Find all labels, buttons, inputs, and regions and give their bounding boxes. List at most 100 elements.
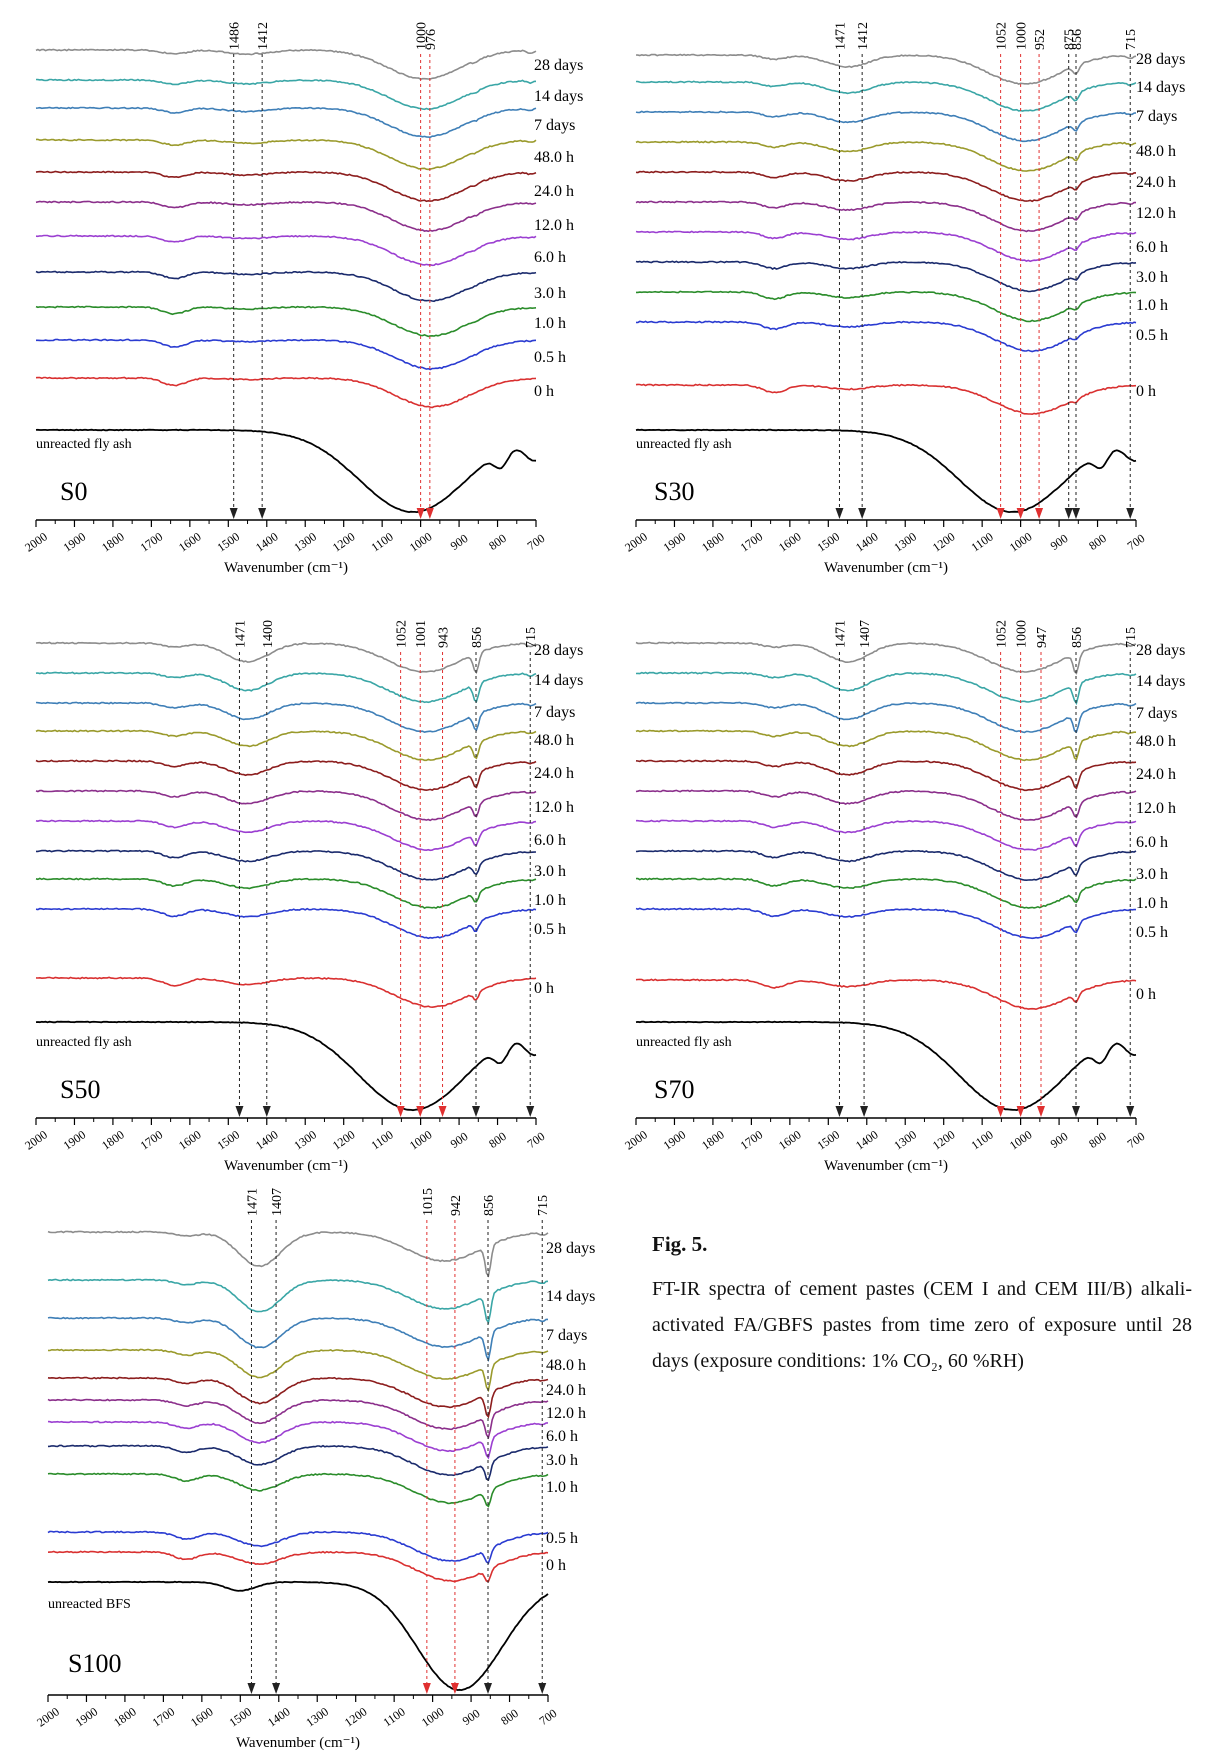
x-tick-label: 2000 xyxy=(34,1704,62,1729)
marker-arrow xyxy=(472,1106,480,1117)
reference-label: unreacted fly ash xyxy=(36,437,132,452)
series-label: 3.0 h xyxy=(534,863,566,880)
series-label: 0.5 h xyxy=(1136,924,1168,941)
x-tick-label: 1400 xyxy=(253,1127,281,1152)
series-line-12-0-h xyxy=(35,789,537,822)
marker-label: 715 xyxy=(524,627,539,648)
series-label: 6.0 h xyxy=(534,832,566,849)
reference-line xyxy=(35,428,537,514)
x-tick-label: 1100 xyxy=(368,530,395,555)
series-line-12-0-h xyxy=(35,200,537,233)
series-line-14-days xyxy=(35,78,537,111)
x-tick-label: 1200 xyxy=(330,529,358,554)
marker-label: 1486 xyxy=(228,22,243,50)
x-tick-label: 1200 xyxy=(930,529,958,554)
series-line-28-days xyxy=(635,641,1137,675)
series-line-28-days xyxy=(47,1230,549,1278)
reference-line xyxy=(635,1020,1137,1112)
series-line-7-days xyxy=(35,701,537,734)
series-line-24-0-h xyxy=(47,1376,549,1419)
series-line-6-0-h xyxy=(635,230,1137,263)
x-tick-label: 900 xyxy=(448,531,471,553)
series-line-14-days xyxy=(35,671,537,704)
marker-arrow xyxy=(860,1106,869,1117)
marker-label: 1471 xyxy=(833,22,848,50)
marker-label: 875 xyxy=(1063,29,1078,50)
series-label: 24.0 h xyxy=(546,1382,586,1399)
series-label: 0.5 h xyxy=(1136,327,1168,344)
x-tick-label: 1100 xyxy=(968,530,995,555)
series-label: 24.0 h xyxy=(534,183,574,200)
series-line-28-days xyxy=(35,48,537,81)
series-line-7-days xyxy=(635,701,1137,734)
marker-label: 1015 xyxy=(421,1188,436,1216)
series-label: 3.0 h xyxy=(546,1452,578,1469)
x-tick-label: 1400 xyxy=(853,529,881,554)
x-tick-label: 700 xyxy=(1125,1129,1148,1151)
x-tick-label: 1300 xyxy=(891,1127,919,1152)
series-line-0-h xyxy=(35,976,537,1009)
x-tick-label: 1500 xyxy=(814,1127,842,1152)
marker-arrow xyxy=(858,508,867,519)
series-line-6-0-h xyxy=(636,819,1137,851)
marker-arrow xyxy=(262,1106,271,1117)
reference-label: unreacted fly ash xyxy=(636,437,732,452)
series-label: 1.0 h xyxy=(1136,895,1168,912)
series-label: 48.0 h xyxy=(546,1357,586,1374)
series-line-7-days xyxy=(47,1316,548,1363)
series-label: 14 days xyxy=(534,672,583,689)
series-line-0-h xyxy=(635,383,1137,416)
chart-panel-s70: 2000 1900 1800 1700 1600 1500 1400 1300 1200 1100… xyxy=(622,620,1185,1174)
panel-label: S30 xyxy=(654,477,694,506)
reference-label: unreacted fly ash xyxy=(36,1035,132,1050)
marker-arrow xyxy=(1072,508,1080,519)
marker-arrow xyxy=(258,508,267,519)
x-tick-label: 1000 xyxy=(407,529,435,554)
series-label: 12.0 h xyxy=(534,217,574,234)
x-tick-label: 1300 xyxy=(291,529,319,554)
series-line-3-0-h xyxy=(36,849,537,881)
series-line-1-0-h xyxy=(35,305,537,338)
series-label: 24.0 h xyxy=(1136,174,1176,191)
series-label: 0.5 h xyxy=(546,1530,578,1547)
marker-arrow xyxy=(996,1106,1005,1117)
x-tick-label: 1800 xyxy=(99,529,127,554)
series-line-12-0-h xyxy=(635,789,1137,821)
series-label: 14 days xyxy=(546,1288,595,1305)
series-line-6-0-h xyxy=(35,819,537,852)
marker-arrow xyxy=(1072,1106,1080,1117)
series-label: 48.0 h xyxy=(534,149,574,166)
series-label: 3.0 h xyxy=(1136,269,1168,286)
series-label: 14 days xyxy=(1136,79,1185,96)
series-line-24-0-h xyxy=(635,170,1136,203)
series-label: 28 days xyxy=(534,57,583,74)
series-label: 14 days xyxy=(534,88,583,105)
x-tick-label: 1500 xyxy=(214,1127,242,1152)
series-label: 28 days xyxy=(1136,642,1185,659)
marker-arrow xyxy=(1126,1106,1135,1117)
series-line-0-5-h xyxy=(47,1530,549,1565)
series-line-48-0-h xyxy=(47,1348,549,1393)
series-label: 7 days xyxy=(534,704,575,721)
series-line-14-days xyxy=(635,671,1137,706)
x-tick-label: 1000 xyxy=(1007,1127,1035,1152)
series-label: 7 days xyxy=(546,1327,587,1344)
series-label: 1.0 h xyxy=(1136,297,1168,314)
series-label: 1.0 h xyxy=(534,315,566,332)
x-tick-label: 1700 xyxy=(738,1127,766,1152)
series-line-24-0-h xyxy=(635,759,1137,792)
x-tick-label: 1700 xyxy=(150,1704,178,1729)
x-tick-label: 1000 xyxy=(407,1127,435,1152)
marker-label: 1001 xyxy=(414,620,429,648)
x-tick-label: 1200 xyxy=(342,1704,370,1729)
marker-arrow xyxy=(996,508,1005,519)
x-tick-label: 1600 xyxy=(176,529,204,554)
marker-label: 856 xyxy=(482,1195,497,1216)
marker-label: 947 xyxy=(1035,627,1050,648)
x-tick-label: 800 xyxy=(498,1706,521,1728)
marker-label: 1000 xyxy=(415,22,430,50)
series-line-0-5-h xyxy=(635,907,1136,940)
x-tick-label: 1100 xyxy=(968,1128,995,1153)
x-tick-label: 1200 xyxy=(930,1127,958,1152)
